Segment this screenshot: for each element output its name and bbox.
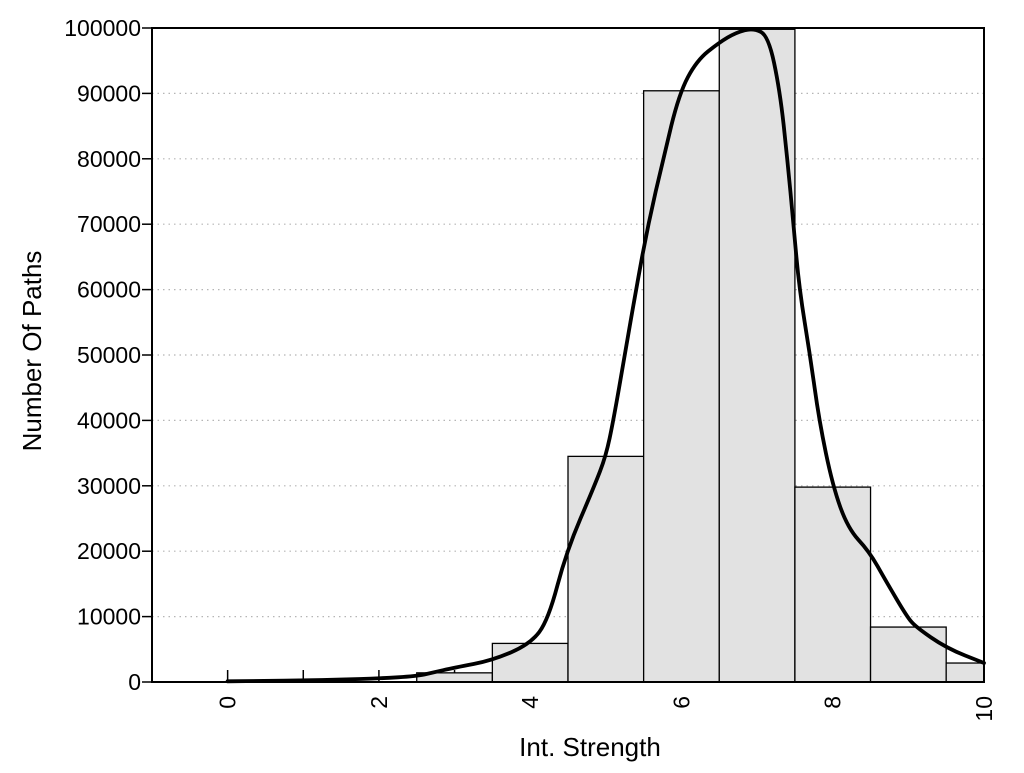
y-tick-label-40000: 40000 <box>77 407 141 433</box>
x-axis-title: Int. Strength <box>519 732 661 762</box>
bar-bin-5 <box>567 455 645 683</box>
x-axis-tick-labels: 0 2 4 6 8 10 <box>215 696 997 722</box>
x-tick-label-10: 10 <box>971 696 997 722</box>
x-tick-label-6: 6 <box>668 696 694 709</box>
y-tick-label-30000: 30000 <box>77 473 141 499</box>
y-tick-label-90000: 90000 <box>77 80 141 106</box>
y-tick-label-10000: 10000 <box>77 604 141 630</box>
y-axis-tick-labels: 0 10000 20000 30000 40000 50000 60000 70000 8000… <box>64 15 141 695</box>
x-tick-label-2: 2 <box>366 696 392 709</box>
y-tick-label-0: 0 <box>128 669 141 695</box>
histogram-bars <box>416 28 985 683</box>
y-tick-label-20000: 20000 <box>77 538 141 564</box>
density-curve <box>225 27 986 684</box>
x-tick-label-0: 0 <box>215 696 241 709</box>
bar-bin-6 <box>642 90 720 683</box>
y-tick-label-100000: 100000 <box>64 15 141 41</box>
x-tick-label-8: 8 <box>820 696 846 709</box>
bar-bin-9 <box>869 626 947 683</box>
bar-bin-8 <box>794 486 872 683</box>
y-tick-label-70000: 70000 <box>77 211 141 237</box>
y-axis-ticks <box>142 27 152 683</box>
x-tick-label-4: 4 <box>517 696 543 709</box>
y-axis-title: Number Of Paths <box>17 251 47 452</box>
y-tick-label-60000: 60000 <box>77 277 141 303</box>
y-tick-label-50000: 50000 <box>77 342 141 368</box>
bar-bin-10 <box>945 662 985 683</box>
y-tick-label-80000: 80000 <box>77 146 141 172</box>
bar-bin-4 <box>491 642 569 683</box>
